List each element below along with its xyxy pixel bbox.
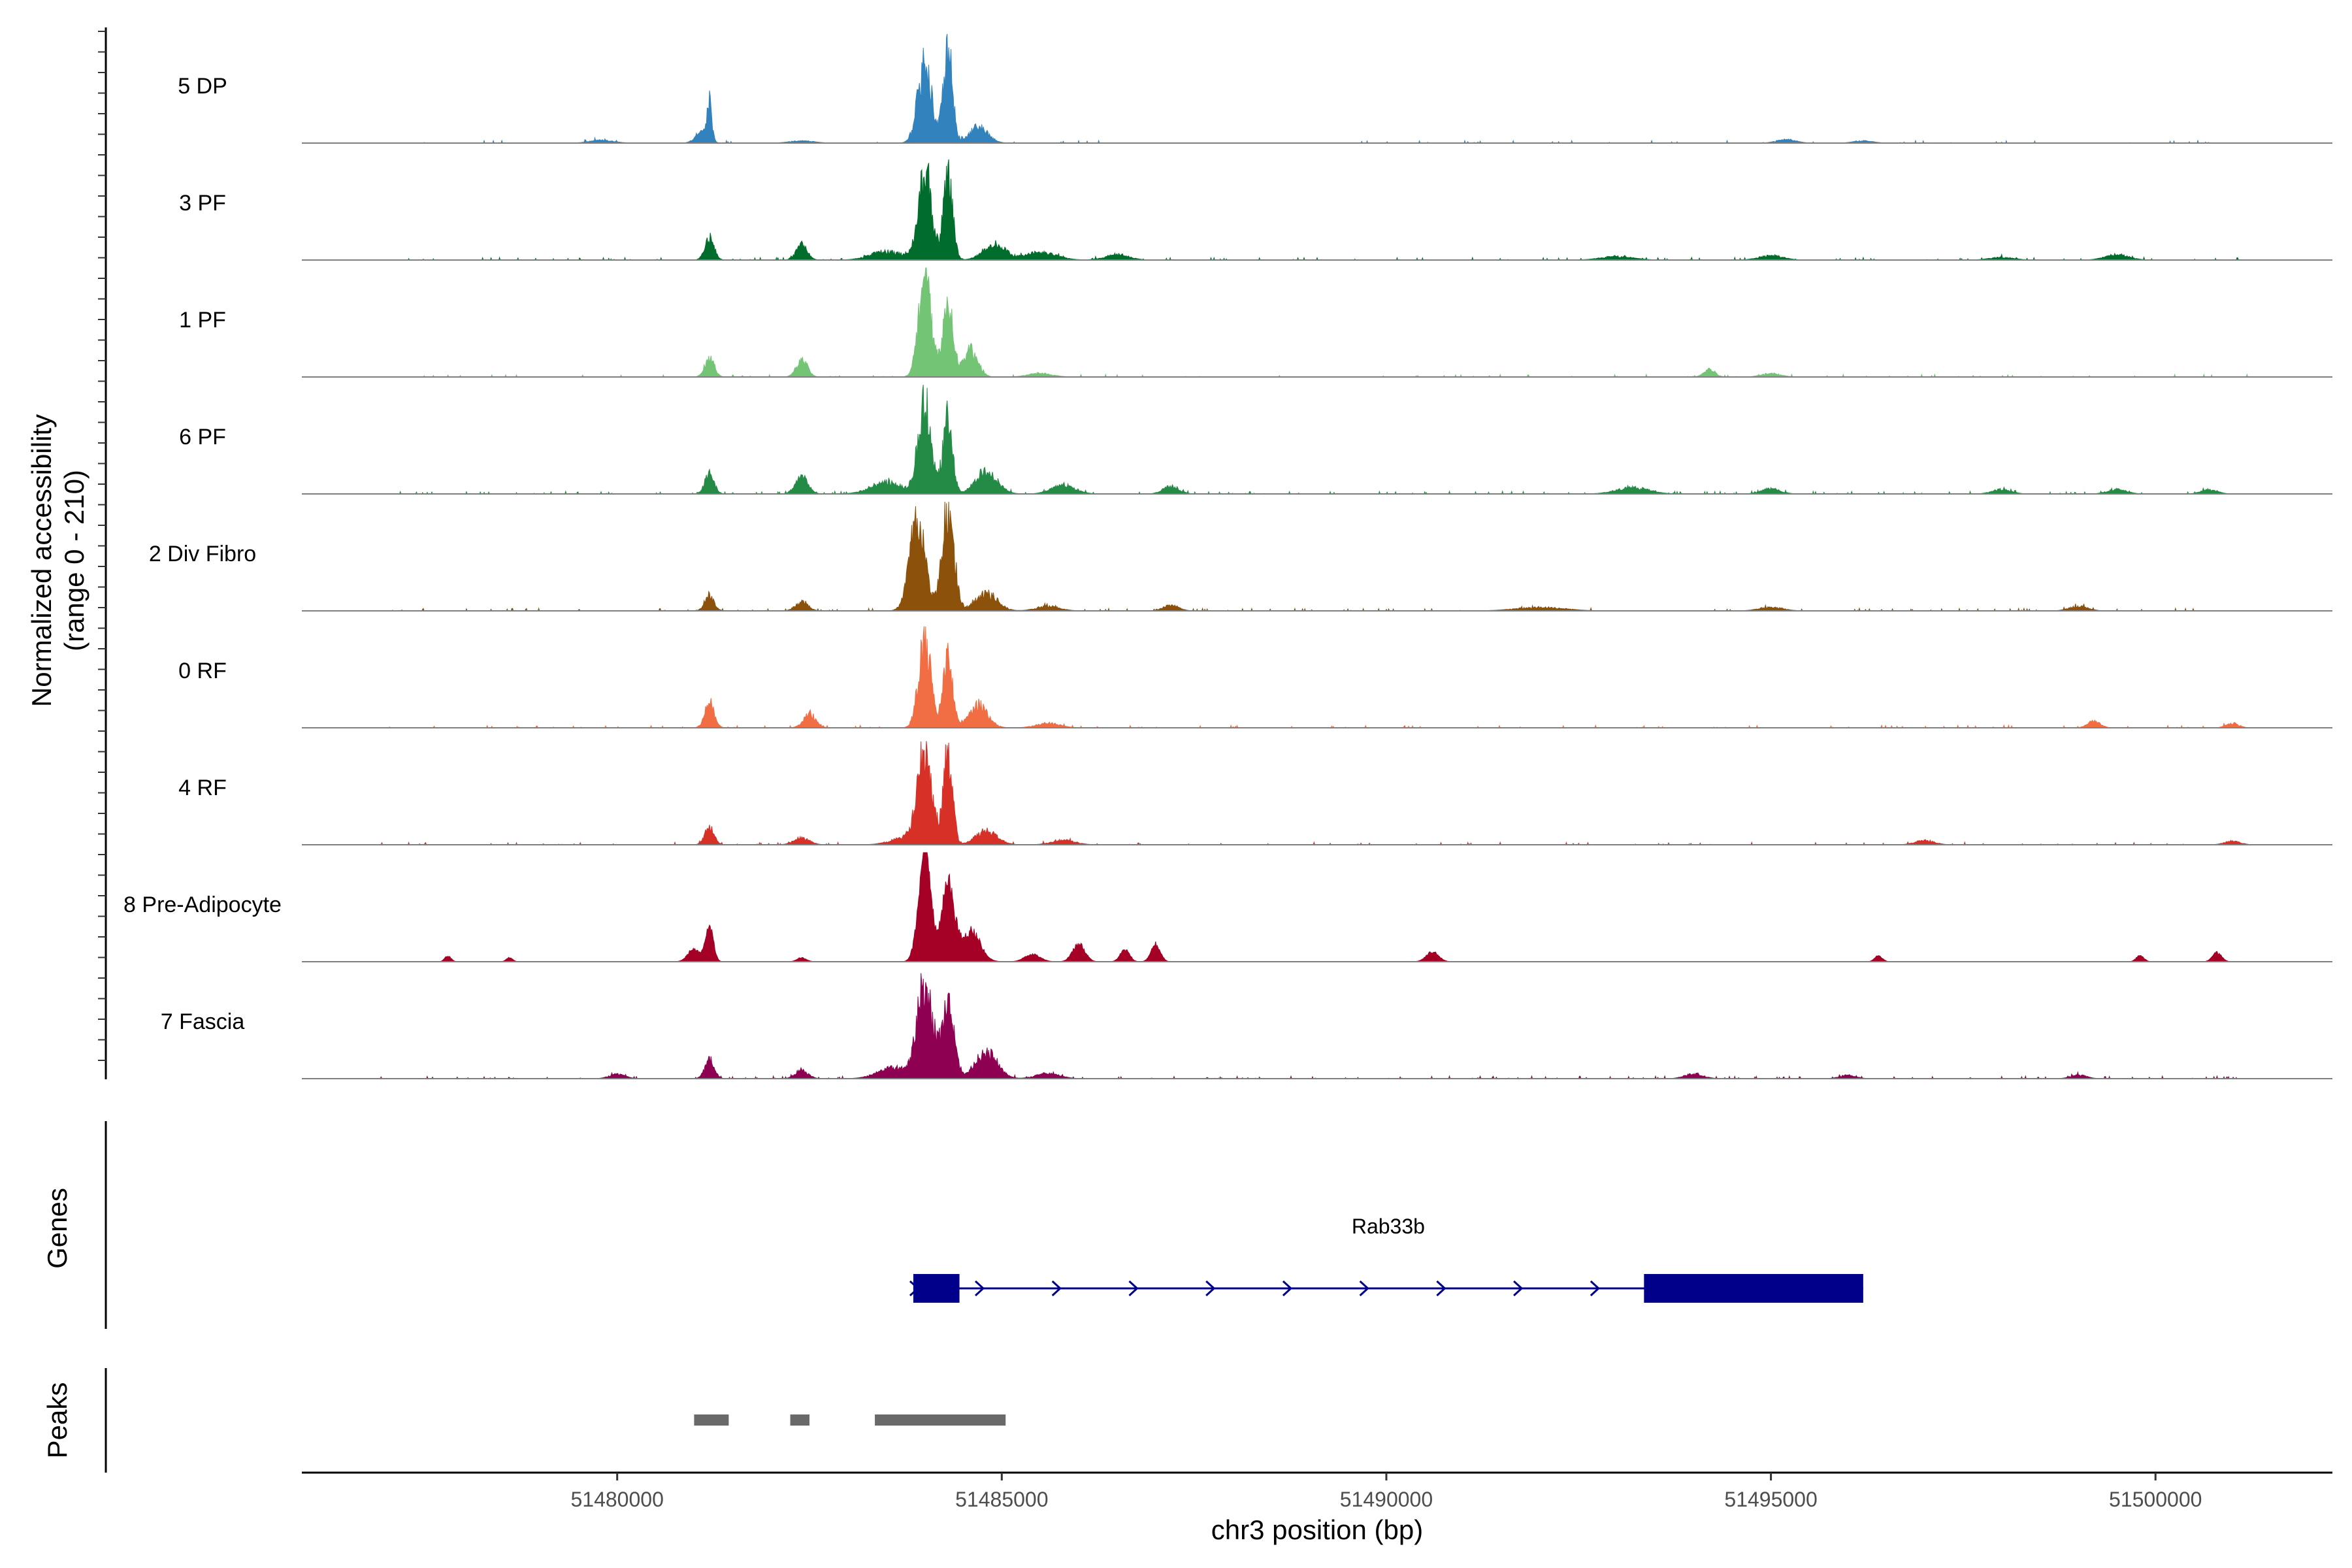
gene-strand-arrow (1513, 1280, 1524, 1297)
coverage-area (378, 973, 2248, 1080)
x-tick-label: 51490000 (1340, 1488, 1433, 1511)
track: 2 Div Fibro (149, 501, 2332, 612)
gene-strand-arrow (1359, 1280, 1369, 1297)
y-axis-title-line-2: (range 0 - 210) (59, 470, 90, 651)
gene-strand-arrow (1128, 1280, 1139, 1297)
y-axis-title-line-1: Normalized accessibility (26, 414, 57, 707)
coverage-area (378, 33, 2248, 144)
peak-region (875, 1414, 1006, 1426)
track-label: 7 Fascia (161, 1009, 245, 1034)
coverage-area (378, 626, 2248, 729)
gene-strand-arrow (1282, 1280, 1293, 1297)
x-axis-ticks: 51480000 51485000 51490000 51495000 51500000 (570, 1473, 2202, 1511)
coverage-area (378, 267, 2249, 378)
track-label: 5 DP (178, 74, 227, 99)
track-label: 2 Div Fibro (149, 542, 256, 566)
coverage-y-ticks (98, 31, 106, 1061)
peak-region (790, 1414, 809, 1426)
coverage-area (378, 741, 2248, 846)
coverage-area (378, 159, 2248, 261)
track: 4 RF (178, 741, 2332, 846)
track-label: 0 RF (178, 659, 227, 683)
gene-exon (913, 1274, 960, 1303)
track: 1 PF (179, 267, 2332, 378)
track: 7 Fascia (161, 973, 2332, 1080)
track-label: 3 PF (179, 191, 226, 216)
track-label: 8 Pre-Adipocyte (123, 892, 282, 917)
x-tick-label: 51480000 (570, 1488, 663, 1511)
x-tick-label: 51495000 (1724, 1488, 1817, 1511)
x-axis-title: chr3 position (bp) (1211, 1514, 1424, 1545)
gene-strand-arrow (974, 1280, 985, 1297)
peaks-track-title: Peaks (42, 1382, 73, 1459)
x-tick-label: 51485000 (955, 1488, 1048, 1511)
x-tick-label: 51500000 (2109, 1488, 2202, 1511)
peak-region (694, 1414, 729, 1426)
track-label: 6 PF (179, 425, 226, 449)
coverage-area (378, 852, 2248, 962)
gene-strand-arrow (1436, 1280, 1446, 1297)
track: 3 PF (179, 159, 2332, 261)
gene-strand-arrow (1205, 1280, 1216, 1297)
peak-track (694, 1414, 1006, 1426)
y-axis-title: Normalized accessibility (range 0 - 210) (26, 414, 90, 707)
gene-exon (1644, 1274, 1863, 1303)
coverage-area (378, 501, 2248, 612)
gene-strand-arrow (1051, 1280, 1062, 1297)
gene-track: Rab33b (909, 1215, 1863, 1303)
coverage-tracks: 5 DP 3 PF 1 PF 6 PF 2 Div Fibro 0 RF 4 RF 8 Pre… (123, 33, 2332, 1080)
coverage-area (378, 384, 2248, 495)
track: 6 PF (179, 384, 2332, 495)
gene-strand-arrow (1590, 1280, 1601, 1297)
track: 5 DP (178, 33, 2332, 144)
track: 8 Pre-Adipocyte (123, 852, 2332, 962)
genes-track-title: Genes (42, 1188, 73, 1269)
gene-name-label: Rab33b (1352, 1215, 1425, 1238)
track-label: 1 PF (179, 308, 226, 333)
track: 0 RF (178, 626, 2332, 729)
track-label: 4 RF (178, 776, 227, 800)
